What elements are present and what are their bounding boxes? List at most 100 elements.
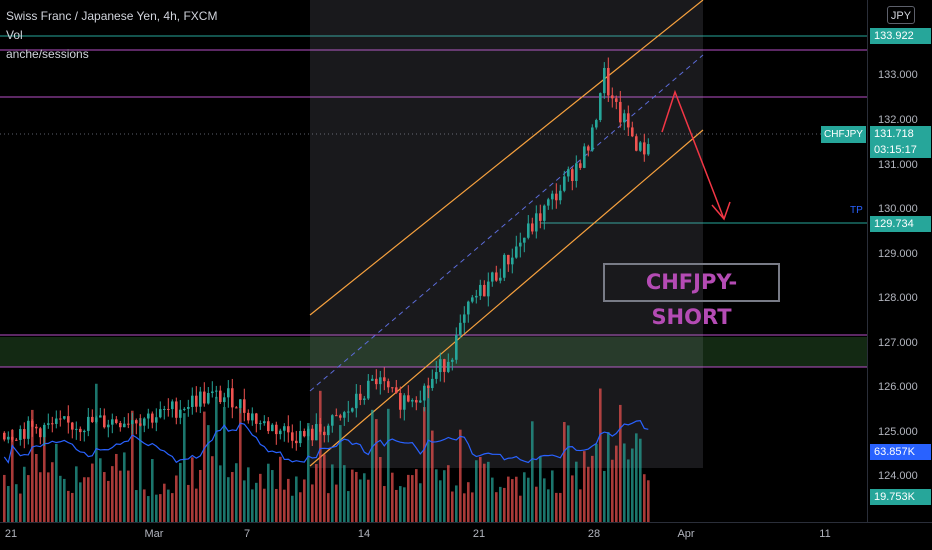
candle-body bbox=[259, 423, 262, 425]
volume-bar bbox=[83, 477, 86, 522]
candle-body bbox=[583, 146, 586, 168]
arrow-head bbox=[711, 201, 731, 221]
volume-legend[interactable]: Vol bbox=[6, 28, 23, 42]
volume-bar bbox=[339, 425, 342, 522]
volume-bar bbox=[519, 495, 522, 522]
candle-body bbox=[131, 420, 134, 425]
volume-bar bbox=[543, 478, 546, 522]
volume-bar bbox=[147, 496, 150, 522]
volume-bar bbox=[155, 494, 158, 522]
short-annotation[interactable]: CHFJPY- SHORT bbox=[603, 263, 780, 329]
candle-body bbox=[407, 395, 410, 402]
candle-body bbox=[623, 113, 626, 123]
candle-body bbox=[471, 297, 474, 302]
candle-body bbox=[183, 408, 186, 410]
candle-body bbox=[127, 423, 130, 425]
candle-body bbox=[455, 335, 458, 360]
volume-bar bbox=[167, 489, 170, 522]
volume-bar bbox=[251, 489, 254, 522]
time-tick: Mar bbox=[144, 528, 164, 540]
volume-bar bbox=[503, 487, 506, 522]
volume-bar bbox=[647, 480, 650, 522]
candle-body bbox=[51, 423, 54, 425]
volume-bar bbox=[191, 457, 194, 522]
channel-upper-line bbox=[309, 0, 704, 316]
candle-body bbox=[359, 393, 362, 400]
candle-body bbox=[563, 176, 566, 191]
volume-bar bbox=[143, 489, 146, 522]
channel-lower-line bbox=[309, 129, 704, 467]
candle-body bbox=[291, 432, 294, 441]
volume-bar bbox=[487, 461, 490, 522]
time-axis[interactable] bbox=[0, 522, 932, 550]
candle-body bbox=[239, 399, 242, 409]
volume-ma-line bbox=[3, 420, 649, 464]
candle-body bbox=[427, 385, 430, 389]
volume-bar bbox=[43, 431, 46, 522]
time-tick: Apr bbox=[677, 528, 695, 540]
volume-bar bbox=[383, 486, 386, 522]
candle-body bbox=[411, 400, 414, 402]
volume-bar bbox=[483, 463, 486, 522]
candle-body bbox=[31, 420, 34, 427]
volume-bar bbox=[531, 421, 534, 522]
candle-body bbox=[539, 213, 542, 221]
volume-bar bbox=[103, 472, 106, 522]
volume-bar bbox=[231, 472, 234, 522]
price-tick: 129.000 bbox=[878, 248, 918, 260]
volume-bar bbox=[95, 383, 98, 522]
symbol-legend[interactable]: Swiss Franc / Japanese Yen, 4h, FXCM bbox=[6, 9, 218, 23]
candle-body bbox=[403, 395, 406, 410]
candle-body bbox=[543, 205, 546, 221]
sessions-legend[interactable]: anche/sessions bbox=[6, 47, 89, 61]
candle-body bbox=[143, 418, 146, 426]
candle-body bbox=[567, 169, 570, 177]
volume-bar bbox=[227, 477, 230, 522]
volume-bar bbox=[347, 491, 350, 522]
candle-body bbox=[99, 415, 102, 418]
candle-body bbox=[631, 127, 634, 137]
volume-bar bbox=[399, 486, 402, 522]
candle-body bbox=[123, 423, 126, 428]
candle-body bbox=[643, 142, 646, 155]
volume-bar bbox=[523, 472, 526, 522]
candle-body bbox=[603, 67, 606, 94]
volume-bar bbox=[287, 478, 290, 522]
volume-bar bbox=[431, 430, 434, 522]
candle-body bbox=[175, 401, 178, 418]
volume-bar bbox=[619, 404, 622, 522]
candle-body bbox=[311, 428, 314, 441]
time-tick: 28 bbox=[587, 528, 601, 540]
candle-body bbox=[375, 378, 378, 385]
candle-body bbox=[351, 408, 354, 412]
volume-bar bbox=[127, 470, 130, 522]
volume-bar bbox=[563, 422, 566, 522]
price-tick: 125.000 bbox=[878, 426, 918, 438]
volume-bar bbox=[551, 470, 554, 522]
volume-bar bbox=[219, 465, 222, 522]
volume-bar bbox=[71, 492, 74, 522]
volume-bar bbox=[263, 488, 266, 522]
candle-body bbox=[223, 397, 226, 403]
volume-bar bbox=[247, 467, 250, 522]
volume-bar bbox=[267, 463, 270, 522]
candle-body bbox=[303, 431, 306, 437]
price-tick: 127.000 bbox=[878, 337, 918, 349]
candle-body bbox=[231, 388, 234, 408]
candle-body bbox=[19, 429, 22, 440]
volume-bar bbox=[387, 408, 390, 522]
candle-body bbox=[527, 223, 530, 238]
countdown-tag: 03:15:17 bbox=[870, 142, 931, 158]
price-tick: 124.000 bbox=[878, 470, 918, 482]
volume-bar bbox=[623, 443, 626, 522]
candle-body bbox=[367, 380, 370, 399]
price-axis[interactable]: 133.000 132.000 131.000 130.000 129.000 … bbox=[867, 0, 932, 522]
resistance-price-tag: 133.922 bbox=[870, 28, 931, 44]
candle-body bbox=[387, 381, 390, 388]
volume-bar bbox=[391, 472, 394, 522]
candle-body bbox=[211, 391, 214, 394]
currency-button[interactable]: JPY bbox=[887, 6, 915, 24]
candle-body bbox=[615, 98, 618, 102]
volume-bar bbox=[67, 490, 70, 522]
